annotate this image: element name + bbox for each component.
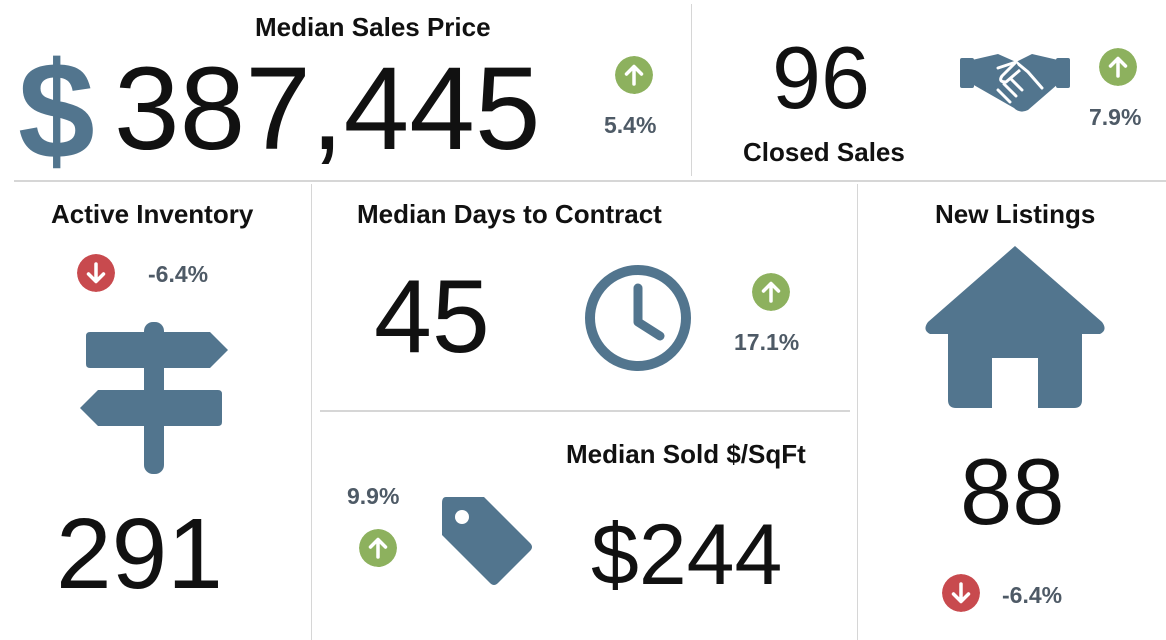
median-days-to-contract-change: 17.1% [734,329,800,355]
closed-sales-title: Closed Sales [743,137,905,167]
active-inventory-change: -6.4% [148,261,209,287]
closed-sales-change: 7.9% [1089,104,1142,130]
closed-sales-value: 96 [772,28,870,127]
median-sales-price-up-arrow-icon [615,56,653,94]
median-sold-sqft-up-arrow-icon [359,529,397,567]
divider-horizontal-main [14,180,1166,182]
active-inventory-value: 291 [56,498,223,610]
median-days-up-arrow-icon [752,273,790,311]
divider-middle-horizontal [320,410,850,412]
clock-icon [582,262,694,379]
new-listings-value: 88 [960,439,1065,544]
handshake-icon [958,48,1072,119]
new-listings-title: New Listings [935,199,1096,229]
median-sold-sqft-title: Median Sold $/SqFt [566,439,806,469]
median-sales-price-title: Median Sales Price [255,12,491,42]
divider-left-vertical [311,184,312,640]
new-listings-down-arrow-icon [942,574,980,612]
divider-right-vertical [857,184,858,640]
median-sold-sqft-change: 9.9% [347,483,400,509]
divider-top-vertical [691,4,692,176]
median-sales-price-change: 5.4% [604,112,657,138]
median-sold-sqft-value: $244 [591,507,783,603]
closed-sales-up-arrow-icon [1099,48,1137,86]
dollar-icon: $ [18,34,95,188]
active-inventory-down-arrow-icon [77,254,115,292]
price-tag-icon [440,497,532,590]
active-inventory-title: Active Inventory [51,199,254,229]
median-days-to-contract-value: 45 [374,259,490,375]
signpost-icon [78,320,230,481]
median-sales-price-value: 387,445 [114,43,541,175]
median-days-to-contract-title: Median Days to Contract [357,199,662,229]
new-listings-change: -6.4% [1002,582,1063,608]
house-icon [924,246,1106,413]
